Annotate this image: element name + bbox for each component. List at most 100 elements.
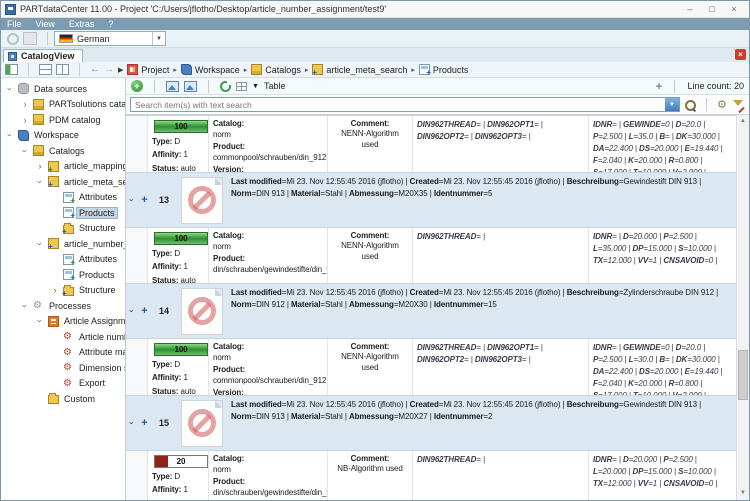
match-progress-bar: 100 <box>154 343 208 356</box>
group-summary: Last modified=Mi 23. Nov 12:55:45 2016 (… <box>231 288 719 310</box>
search-bar: ▼ <box>126 95 749 115</box>
panel-toggle-icon[interactable] <box>5 64 18 75</box>
result-group-row[interactable]: › + 14 Last modified=Mi 23. Nov 12:55:45… <box>126 284 736 339</box>
din-attributes: DIN962THREAD= | <box>413 451 589 500</box>
sync-icon[interactable] <box>7 32 19 45</box>
language-selector[interactable]: German ▼ <box>54 31 166 46</box>
tree-item-products[interactable]: Products <box>1 267 125 283</box>
tree-item-structure[interactable]: Structure <box>1 221 125 237</box>
tree-expander-icon[interactable]: › <box>5 87 15 91</box>
tab-catalog-view[interactable]: CatalogView <box>3 49 84 62</box>
tree-expander-icon[interactable]: › <box>23 114 27 125</box>
tree-item-article-mapping-searc-[interactable]: › article_mapping_searc... <box>1 159 125 175</box>
breadcrumb-catalogs[interactable]: Catalogs <box>265 64 301 75</box>
folder-icon <box>48 393 59 405</box>
tree-expander-icon[interactable]: › <box>35 242 45 246</box>
image-icon[interactable] <box>166 80 179 92</box>
menu-help[interactable]: ? <box>108 19 114 29</box>
expand-plus-button[interactable]: + <box>141 305 148 317</box>
chevron-down-icon[interactable]: ▼ <box>152 32 165 45</box>
tree-item-attributes[interactable]: Attributes <box>1 190 125 206</box>
view-mode-dropdown[interactable]: Table <box>263 81 286 91</box>
filter-edit-icon[interactable] <box>733 99 745 111</box>
menu-file[interactable]: File <box>7 19 22 29</box>
result-group-row[interactable]: › + 13 Last modified=Mi 23. Nov 12:55:45… <box>126 173 736 228</box>
scroll-up-icon[interactable]: ▲ <box>740 118 746 124</box>
tree-item-catalogs[interactable]: › Catalogs <box>20 145 85 157</box>
result-detail-row[interactable]: 100 Type: D Affinity: 1 Status: auto Cat… <box>126 339 736 396</box>
tree-expander-icon[interactable]: › <box>20 304 30 308</box>
breadcrumb-products[interactable]: Products <box>432 64 469 75</box>
tree-expander-icon[interactable]: › <box>23 99 27 110</box>
minimize-button[interactable]: – <box>687 3 693 14</box>
menu-view[interactable]: View <box>35 19 55 29</box>
tree-expander-icon[interactable]: › <box>38 161 42 172</box>
tree-item-article-number-search[interactable]: › article_number_search <box>1 236 125 252</box>
tree-item-pdm-catalog[interactable]: › PDM catalog <box>1 112 125 128</box>
vertical-scrollbar[interactable]: ▲ ▼ <box>736 115 749 500</box>
tree-expander-icon[interactable]: › <box>5 133 15 137</box>
tree-item-processes[interactable]: › Processes <box>1 298 125 314</box>
result-detail-row[interactable]: 100 Type: D Affinity: 1 Status: auto Cat… <box>126 228 736 284</box>
tree-expander-icon[interactable]: › <box>20 149 30 153</box>
search-icon[interactable] <box>684 99 696 111</box>
gear-red-icon <box>63 362 74 373</box>
app-icon <box>5 3 16 15</box>
breadcrumb-article-meta-search[interactable]: article_meta_search <box>326 64 408 75</box>
tree-item-partsolutions-catalogs[interactable]: › PARTsolutions catalogs <box>1 97 125 113</box>
tree-item-attribute-mapping[interactable]: Attribute mapping <box>1 345 125 361</box>
tree-item-structure[interactable]: › Structure <box>1 283 125 299</box>
chevron-down-icon[interactable]: › <box>127 421 137 425</box>
play-icon[interactable]: ▶ <box>118 66 124 74</box>
chevron-down-icon[interactable]: › <box>127 309 137 313</box>
breadcrumb-project[interactable]: Project <box>141 64 170 75</box>
version-block: Version: v160201114424 <box>213 164 244 172</box>
dimension-attributes: IDNR= | D=20.000 | P=2.500 | L=35.000 | … <box>593 232 718 265</box>
maximize-button[interactable]: □ <box>709 3 715 14</box>
line-count-label: Line count: 20 <box>687 81 744 91</box>
chevron-down-icon[interactable]: ▼ <box>252 82 259 90</box>
add-line-button[interactable]: + <box>655 79 663 93</box>
tree-item-dimension-search[interactable]: Dimension search <box>1 360 125 376</box>
settings-gear-icon[interactable] <box>717 98 729 111</box>
tree-item-workspace[interactable]: › Workspace <box>5 129 79 141</box>
tree-item-data-sources[interactable]: › Data sources <box>5 83 88 95</box>
add-icon[interactable] <box>131 80 143 92</box>
chevron-down-icon[interactable]: › <box>127 198 137 202</box>
back-icon[interactable]: ← <box>90 64 100 75</box>
tree-item-article-number-se-[interactable]: Article number se... <box>1 329 125 345</box>
close-button[interactable]: × <box>731 3 737 14</box>
tree-item-export[interactable]: Export <box>1 376 125 392</box>
tree-item-custom[interactable]: Custom <box>1 391 125 407</box>
grid-icon[interactable] <box>236 81 247 91</box>
forward-icon[interactable]: → <box>104 64 114 75</box>
menu-extras[interactable]: Extras <box>68 19 95 29</box>
split-vertical-icon[interactable] <box>56 64 69 75</box>
expand-plus-button[interactable]: + <box>141 417 148 429</box>
group-summary: Last modified=Mi 23. Nov 12:55:45 2016 (… <box>231 400 702 422</box>
tree-item-attributes[interactable]: Attributes <box>1 252 125 268</box>
tree-item-article-meta-search[interactable]: › article_meta_search <box>1 174 125 190</box>
result-detail-row[interactable]: 100 Type: D Affinity: 1 Status: auto Cat… <box>126 116 736 173</box>
tree-item-article-assignment[interactable]: › Article Assignment <box>35 315 126 327</box>
split-horizontal-icon[interactable] <box>39 64 52 75</box>
scroll-down-icon[interactable]: ▼ <box>740 490 746 496</box>
no-image-icon <box>188 297 216 325</box>
copy-icon[interactable] <box>23 32 37 45</box>
result-group-row[interactable]: › + 15 Last modified=Mi 23. Nov 12:55:45… <box>126 396 736 451</box>
tree-expander-icon[interactable]: › <box>35 180 45 184</box>
close-tab-button[interactable]: × <box>735 49 746 60</box>
expand-plus-button[interactable]: + <box>141 194 148 206</box>
breadcrumb-workspace[interactable]: Workspace <box>194 64 240 75</box>
search-input[interactable] <box>131 98 665 111</box>
tree-expander-icon[interactable]: › <box>53 285 57 296</box>
tab-strip: CatalogView × <box>1 48 749 62</box>
result-detail-row[interactable]: 20 Type: D Affinity: 1 Status: auto Cata… <box>126 451 736 500</box>
row-gutter <box>126 228 148 283</box>
refresh-icon[interactable] <box>220 80 231 92</box>
scrollbar-thumb[interactable] <box>738 350 748 400</box>
tree-expander-icon[interactable]: › <box>35 319 45 323</box>
image-plus-icon[interactable] <box>184 80 197 92</box>
tree-item-products[interactable]: Products <box>1 205 125 221</box>
search-dropdown-icon[interactable]: ▼ <box>665 98 679 111</box>
